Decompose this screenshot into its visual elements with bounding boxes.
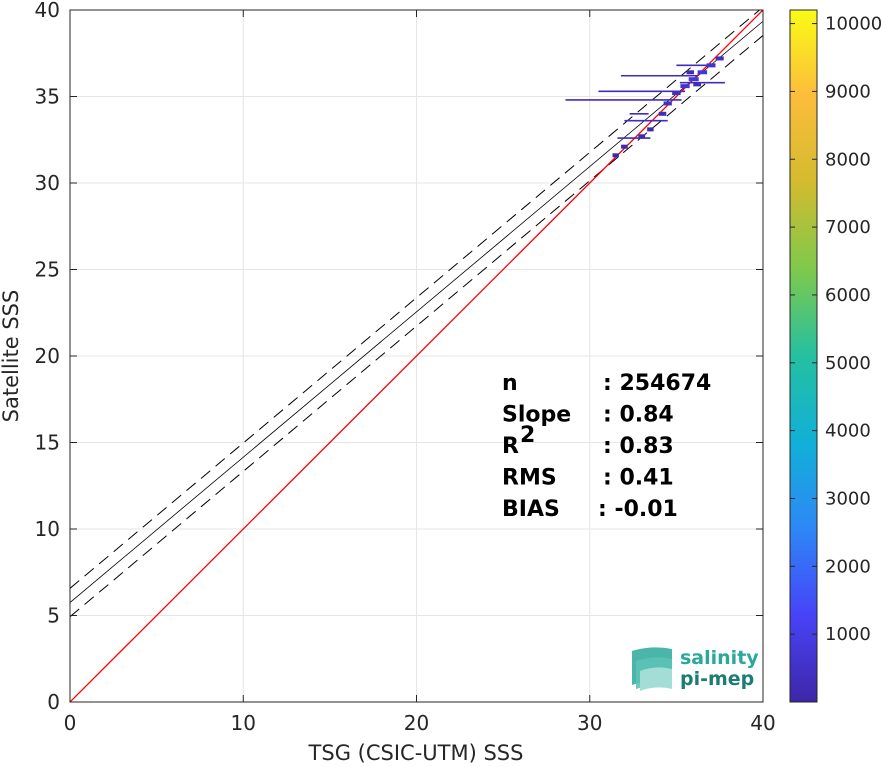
y-tick-label: 40 [35, 0, 60, 22]
y-tick-label: 30 [35, 171, 60, 195]
stat-label: BIAS [502, 497, 560, 522]
y-tick-label: 5 [47, 604, 60, 628]
density-point [672, 91, 681, 96]
colorbar-tick-label: 1000 [825, 624, 871, 645]
x-tick-label: 30 [577, 711, 602, 735]
stat-value: : 0.84 [603, 403, 674, 428]
colorbar-tick-label: 7000 [825, 217, 871, 238]
density-point [715, 56, 724, 61]
density-point [688, 77, 699, 82]
logo-wave-front [640, 667, 672, 691]
density-point [706, 63, 716, 68]
identity-line [70, 10, 763, 702]
fit-line [70, 20, 763, 603]
colorbar-tick-label: 10000 [825, 14, 882, 35]
statistics-box: n : 254674 Slope : 0.84 R 2 : 0.83 RMS : 0.41 BIA… [502, 371, 711, 522]
colorbar-tick-label: 9000 [825, 81, 871, 102]
x-tick-label: 40 [750, 711, 775, 735]
y-tick-label: 10 [35, 517, 60, 541]
stat-value: : 254674 [603, 371, 711, 396]
stat-label: R [502, 434, 519, 459]
stat-label: Slope [502, 403, 571, 428]
y-tick-label: 20 [35, 344, 60, 368]
density-points [565, 56, 725, 158]
x-tick-label: 20 [404, 711, 429, 735]
logo-line2: pi-mep [680, 668, 754, 690]
y-tick-label: 0 [47, 690, 60, 714]
colorbar: 1000 2000 3000 4000 5000 6000 7000 8000 9000 1000… [789, 9, 882, 703]
density-point [647, 127, 654, 132]
stat-label: RMS [502, 466, 557, 491]
colorbar-gradient [789, 9, 818, 703]
colorbar-tick-label: 3000 [825, 488, 871, 509]
salinity-pi-mep-logo: salinity pi-mep [632, 647, 759, 691]
colorbar-tick-label: 4000 [825, 421, 871, 442]
stat-value: : 0.83 [603, 434, 674, 459]
density-point [663, 101, 672, 106]
stat-label: n [502, 371, 518, 396]
stat-value: : 0.41 [603, 466, 674, 491]
colorbar-tick-label: 2000 [825, 556, 871, 577]
y-tick-label: 15 [35, 431, 60, 455]
density-point [621, 144, 628, 149]
density-point [693, 82, 702, 87]
colorbar-tick-label: 6000 [825, 285, 871, 306]
x-tick-label: 0 [64, 711, 77, 735]
y-tick-label: 25 [35, 258, 60, 282]
y-ticks: 0 5 10 15 20 25 30 35 40 [35, 0, 763, 714]
density-point [686, 70, 694, 75]
stat-value: : -0.01 [598, 497, 678, 522]
reference-lines [70, 10, 763, 702]
density-point [612, 153, 619, 158]
density-point [680, 84, 690, 89]
logo-line1: salinity [680, 647, 759, 669]
x-ticks: 0 10 20 30 40 [64, 10, 776, 735]
density-point [697, 70, 708, 75]
density-point [658, 111, 667, 116]
colorbar-tick-label: 5000 [825, 353, 871, 374]
x-tick-label: 10 [231, 711, 256, 735]
colorbar-tick-label: 8000 [825, 149, 871, 170]
y-tick-label: 35 [35, 85, 60, 109]
x-axis-label: TSG (CSIC-UTM) SSS [308, 741, 524, 765]
stat-label-superscript: 2 [520, 423, 535, 448]
density-point [638, 134, 646, 139]
y-axis-label: Satellite SSS [0, 290, 23, 423]
